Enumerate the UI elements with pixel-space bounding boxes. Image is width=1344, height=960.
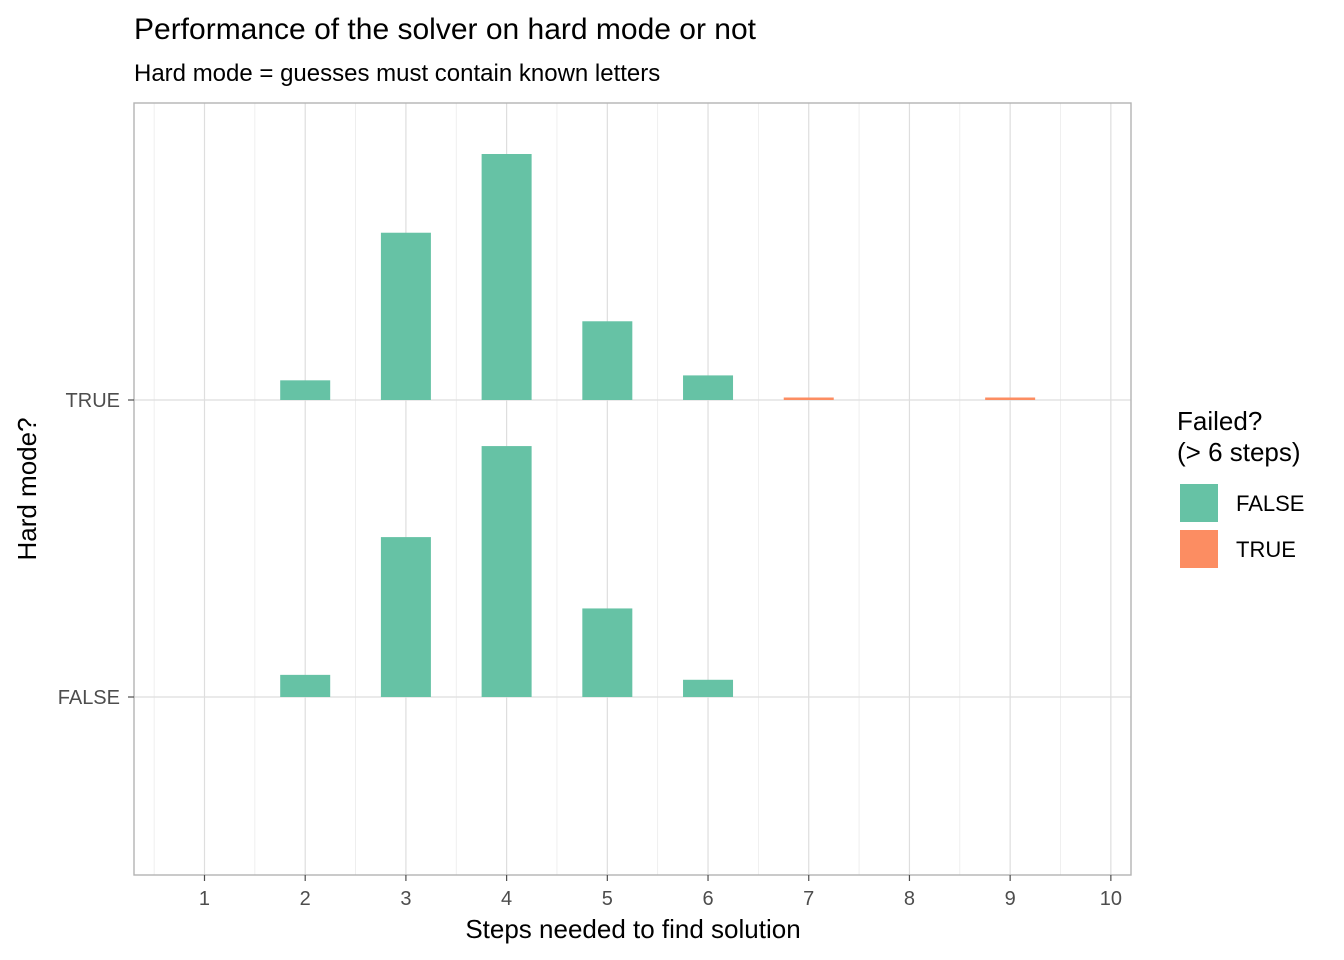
bar-hard-false-step-5 <box>582 608 633 697</box>
bar-hard-true-step-9 <box>985 397 1036 400</box>
bar-hard-true-step-5 <box>582 321 633 400</box>
x-tick-label: 7 <box>803 888 814 910</box>
panel-background <box>134 103 1131 875</box>
x-tick-label: 5 <box>602 888 613 910</box>
bar-hard-false-step-3 <box>380 537 431 697</box>
legend: Failed? (> 6 steps) FALSE TRUE <box>1177 406 1304 568</box>
x-tick-label: 2 <box>300 888 311 910</box>
panel-border <box>133 102 1132 876</box>
y-axis-ticks: FALSE TRUE <box>58 390 134 709</box>
legend-title-line-2: (> 6 steps) <box>1177 437 1301 467</box>
bar-hard-true-step-7 <box>783 397 834 400</box>
x-tick-label: 3 <box>400 888 411 910</box>
y-tick-label: TRUE <box>66 390 120 412</box>
x-tick-label: 1 <box>199 888 210 910</box>
legend-title-line-1: Failed? <box>1177 406 1262 436</box>
chart-subtitle: Hard mode = guesses must contain known l… <box>134 60 660 87</box>
x-axis-title: Steps needed to find solution <box>465 914 800 944</box>
x-tick-label: 8 <box>904 888 915 910</box>
bar-hard-false-step-4 <box>481 446 532 697</box>
chart-title: Performance of the solver on hard mode o… <box>134 13 757 46</box>
bar-hard-true-step-3 <box>380 232 431 400</box>
bar-hard-false-step-6 <box>683 679 734 697</box>
x-tick-label: 10 <box>1100 888 1122 910</box>
bar-hard-true-step-4 <box>481 154 532 400</box>
legend-label-true: TRUE <box>1236 537 1296 562</box>
y-axis-title: Hard mode? <box>12 417 42 560</box>
bar-hard-false-step-2 <box>280 674 331 697</box>
legend-key-true <box>1180 530 1218 568</box>
plot-panel <box>134 103 1131 875</box>
bar-hard-true-step-2 <box>280 380 331 400</box>
x-tick-label: 4 <box>501 888 512 910</box>
bar-hard-true-step-6 <box>683 375 734 400</box>
bars <box>280 154 1036 697</box>
y-tick-label: FALSE <box>58 687 120 709</box>
x-axis-ticks: 1 2 3 4 5 6 7 8 9 10 <box>199 875 1122 910</box>
legend-key-false <box>1180 484 1218 522</box>
legend-label-false: FALSE <box>1236 491 1304 516</box>
x-tick-label: 9 <box>1005 888 1016 910</box>
x-tick-label: 6 <box>702 888 713 910</box>
